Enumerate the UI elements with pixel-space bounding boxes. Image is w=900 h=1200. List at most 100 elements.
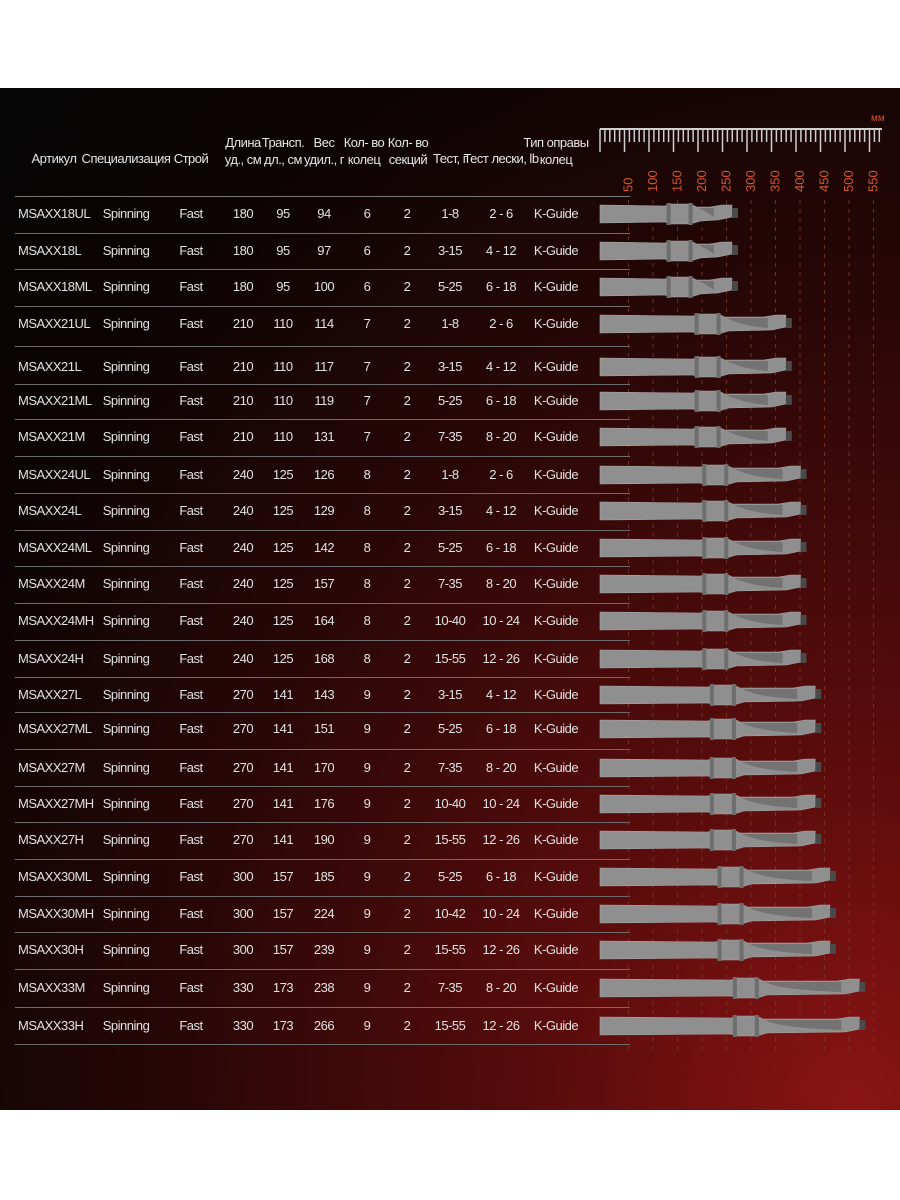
cell-specialization: Spinning bbox=[102, 832, 150, 847]
cell-transport: 110 bbox=[273, 429, 293, 444]
reel-seat-ring bbox=[688, 203, 693, 225]
rod-handle bbox=[599, 276, 738, 298]
cell-action: Fast bbox=[179, 316, 203, 331]
cell-guide-type: K-Guide bbox=[533, 576, 579, 591]
cell-rings: 6 bbox=[363, 279, 371, 294]
row-divider bbox=[15, 566, 630, 567]
rod-handle bbox=[599, 537, 807, 559]
cell-guide-type: K-Guide bbox=[533, 687, 579, 702]
handle-end-cap bbox=[785, 318, 792, 328]
handle-end-cap bbox=[829, 871, 836, 881]
cell-length: 240 bbox=[232, 503, 254, 518]
cell-weight: 164 bbox=[313, 613, 335, 628]
cell-length: 210 bbox=[232, 429, 254, 444]
cell-weight: 100 bbox=[313, 279, 335, 294]
cell-sections: 2 bbox=[403, 576, 411, 591]
cell-weight: 185 bbox=[313, 869, 335, 884]
cell-weight: 94 bbox=[317, 206, 331, 221]
handle-end-cap bbox=[800, 615, 807, 625]
reel-seat-ring bbox=[694, 426, 699, 448]
cell-weight: 129 bbox=[313, 503, 335, 518]
cell-article: MSAXX33M bbox=[18, 980, 85, 995]
handle-end-cap bbox=[731, 208, 738, 218]
cell-sections: 2 bbox=[403, 429, 411, 444]
cell-guide-type: K-Guide bbox=[533, 1018, 579, 1033]
cell-test: 3-15 bbox=[437, 687, 463, 702]
cell-specialization: Spinning bbox=[102, 243, 150, 258]
scale-unit-label: мм bbox=[871, 113, 885, 124]
cell-guide-type: K-Guide bbox=[533, 906, 579, 921]
cell-specialization: Spinning bbox=[102, 980, 150, 995]
cell-test: 3-15 bbox=[437, 503, 463, 518]
cell-test: 7-35 bbox=[437, 576, 463, 591]
header-article: Артикул bbox=[31, 151, 77, 166]
cell-action: Fast bbox=[179, 651, 203, 666]
cell-test: 5-25 bbox=[437, 393, 463, 408]
cell-length: 330 bbox=[232, 980, 254, 995]
cell-guide-type: K-Guide bbox=[533, 796, 579, 811]
cell-action: Fast bbox=[179, 467, 203, 482]
cell-transport: 141 bbox=[272, 760, 294, 775]
cell-guide-type: K-Guide bbox=[533, 503, 579, 518]
reel-hood bbox=[734, 505, 783, 515]
cell-action: Fast bbox=[179, 869, 203, 884]
cell-action: Fast bbox=[179, 540, 203, 555]
cell-line-test: 8 - 20 bbox=[485, 760, 517, 775]
row-divider bbox=[15, 269, 630, 270]
cell-line-test: 12 - 26 bbox=[482, 832, 520, 847]
cell-line-test: 6 - 18 bbox=[485, 540, 517, 555]
cell-test: 7-35 bbox=[437, 980, 463, 995]
cell-transport: 125 bbox=[272, 576, 294, 591]
rod-handle bbox=[599, 240, 738, 262]
reel-seat-ring bbox=[709, 793, 714, 815]
cell-action: Fast bbox=[179, 576, 203, 591]
cell-test: 10-40 bbox=[434, 796, 466, 811]
row-divider bbox=[15, 896, 630, 897]
cell-article: MSAXX27M bbox=[18, 760, 85, 775]
reel-seat-ring bbox=[709, 718, 714, 740]
reel-seat-ring bbox=[702, 573, 707, 595]
reel-seat-ring bbox=[724, 500, 729, 522]
cell-line-test: 10 - 24 bbox=[482, 613, 520, 628]
handle-end-cap bbox=[731, 281, 738, 291]
cell-line-test: 8 - 20 bbox=[485, 429, 517, 444]
cell-sections: 2 bbox=[403, 687, 411, 702]
cell-weight: 224 bbox=[313, 906, 335, 921]
handle-end-cap bbox=[800, 505, 807, 515]
cell-length: 270 bbox=[232, 760, 254, 775]
cell-test: 1-8 bbox=[441, 316, 459, 331]
handle-end-cap bbox=[859, 982, 866, 992]
cell-article: MSAXX18ML bbox=[18, 279, 92, 294]
handle-end-cap bbox=[815, 798, 822, 808]
reel-seat-ring bbox=[694, 356, 699, 378]
cell-transport: 110 bbox=[273, 316, 293, 331]
cell-specialization: Spinning bbox=[102, 359, 150, 374]
cell-action: Fast bbox=[179, 796, 203, 811]
row-divider bbox=[15, 603, 630, 604]
cell-transport: 141 bbox=[272, 832, 294, 847]
reel-hood bbox=[741, 798, 798, 808]
scale-label: 250 bbox=[719, 170, 734, 192]
scale-label: 400 bbox=[792, 170, 807, 192]
scale-label: 500 bbox=[841, 170, 856, 192]
cell-test: 3-15 bbox=[437, 243, 463, 258]
reel-seat-ring bbox=[724, 464, 729, 486]
rod-handle bbox=[599, 793, 822, 815]
row-divider bbox=[15, 932, 630, 933]
rod-handles bbox=[599, 203, 866, 1037]
cell-action: Fast bbox=[179, 393, 203, 408]
reel-seat-ring bbox=[666, 203, 671, 225]
cell-sections: 2 bbox=[403, 832, 411, 847]
cell-transport: 110 bbox=[273, 393, 293, 408]
row-divider bbox=[15, 786, 630, 787]
handle-end-cap bbox=[800, 653, 807, 663]
cell-test: 15-55 bbox=[434, 1018, 466, 1033]
cell-article: MSAXX24L bbox=[18, 503, 82, 518]
cell-sections: 2 bbox=[403, 279, 411, 294]
handle-end-cap bbox=[800, 469, 807, 479]
reel-seat-ring bbox=[709, 684, 714, 706]
cell-length: 300 bbox=[232, 906, 254, 921]
cell-sections: 2 bbox=[403, 243, 411, 258]
cell-test: 15-55 bbox=[434, 942, 466, 957]
cell-article: MSAXX21M bbox=[18, 429, 85, 444]
